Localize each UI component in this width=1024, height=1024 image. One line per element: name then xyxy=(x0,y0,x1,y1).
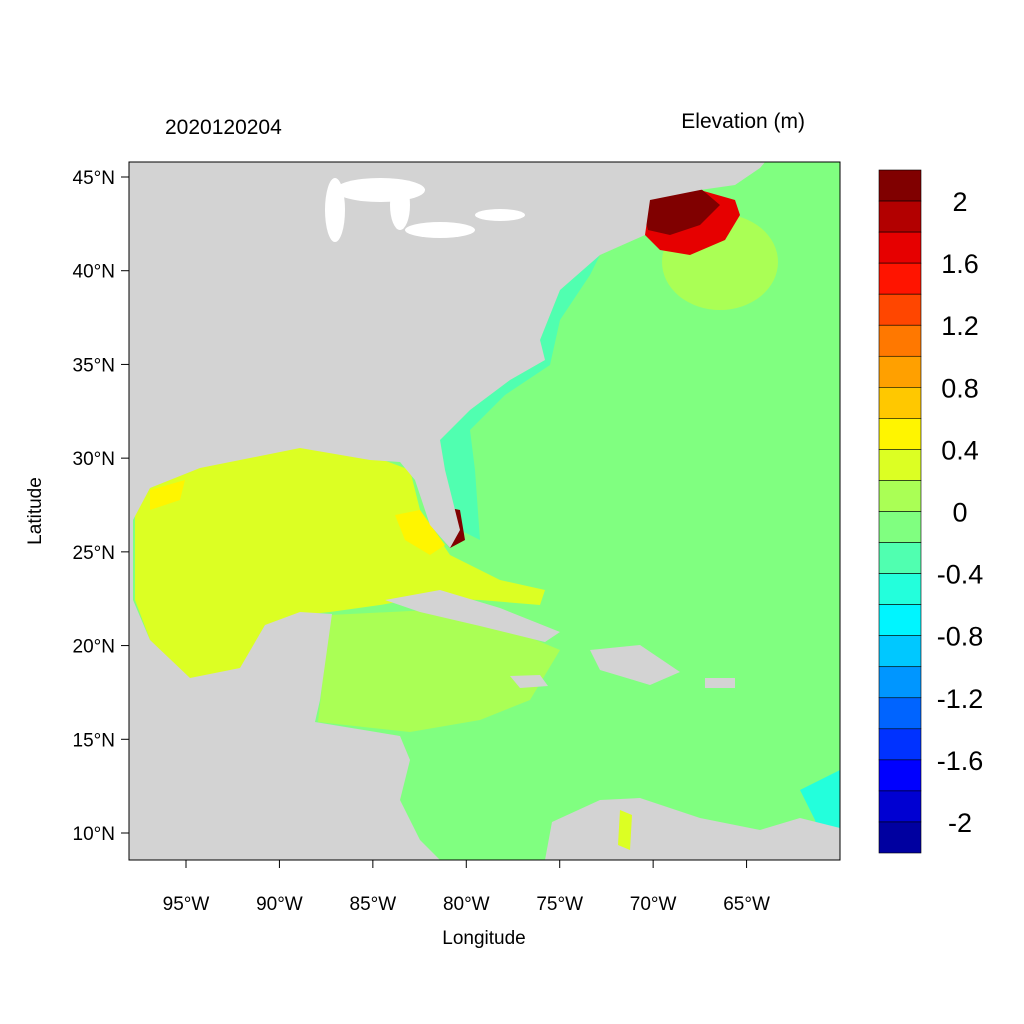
puerto-rico-land xyxy=(705,678,735,688)
colorbar-swatch xyxy=(878,418,922,450)
gulf-of-mexico xyxy=(135,445,545,680)
variable-title: Elevation (m) xyxy=(681,110,805,133)
jamaica-land xyxy=(510,675,548,688)
colorbar-label: 2 xyxy=(952,187,967,217)
cuba-land xyxy=(385,590,560,642)
colorbar-swatch xyxy=(878,262,922,295)
colorbar-label: 1.6 xyxy=(941,249,979,279)
lake-maracaibo xyxy=(618,810,632,850)
x-axis-label: Longitude xyxy=(442,928,525,949)
colorbar-swatch xyxy=(878,169,922,202)
date-title: 2020120204 xyxy=(165,116,282,139)
x-tick-label: 85°W xyxy=(350,894,397,915)
colorbar-swatch xyxy=(878,355,922,388)
colorbar-swatch xyxy=(878,573,922,605)
y-tick-label: 25°N xyxy=(73,543,115,564)
colorbar-swatch xyxy=(878,231,922,264)
hispaniola-land xyxy=(590,645,680,685)
colorbar: 2 1.6 1.2 0.8 0.4 0 -0.4 -0.8 -1.2 -1.6 -2 xyxy=(878,169,984,854)
colorbar-label: -0.4 xyxy=(937,560,984,590)
colorbar-swatch xyxy=(878,697,922,730)
colorbar-swatch xyxy=(878,821,922,854)
plot-frame xyxy=(128,161,841,861)
colorbar-label: 0 xyxy=(952,498,967,528)
colorbar-swatch xyxy=(878,542,922,574)
colorbar-swatch xyxy=(878,480,922,512)
x-tick-label: 80°W xyxy=(443,894,490,915)
y-tick-label: 30°N xyxy=(73,449,115,470)
colorbar-label: 1.2 xyxy=(941,311,979,341)
colorbar-swatch xyxy=(878,790,922,823)
y-tick-label: 20°N xyxy=(73,637,115,658)
y-axis-label: Latitude xyxy=(25,477,46,545)
x-tick-label: 90°W xyxy=(256,894,303,915)
x-axis: 95°W 90°W 85°W 80°W 75°W 70°W 65°W xyxy=(163,860,770,915)
colorbar-label: -2 xyxy=(948,808,972,838)
great-lakes xyxy=(325,178,525,242)
x-tick-label: 75°W xyxy=(536,894,583,915)
colorbar-swatch xyxy=(878,728,922,761)
colorbar-swatch xyxy=(878,449,922,481)
colorbar-label: -1.2 xyxy=(937,684,984,714)
y-tick-label: 10°N xyxy=(73,824,115,845)
y-tick-label: 15°N xyxy=(73,730,115,751)
texas-shelf xyxy=(150,480,185,510)
colorbar-label: -0.8 xyxy=(937,622,984,652)
colorbar-swatch xyxy=(878,759,922,792)
colorbar-label: -1.6 xyxy=(937,746,984,776)
y-tick-label: 40°N xyxy=(73,262,115,283)
colorbar-swatch xyxy=(878,293,922,326)
north-central-america-land xyxy=(129,162,765,860)
y-tick-label: 35°N xyxy=(73,355,115,376)
western-caribbean xyxy=(318,610,560,732)
colorbar-swatch xyxy=(878,635,922,668)
y-axis: 10°N 15°N 20°N 25°N 30°N 35°N 40°N 45°N xyxy=(73,168,129,845)
colorbar-swatch xyxy=(878,666,922,699)
colorbar-swatch xyxy=(878,387,922,419)
colorbar-swatch xyxy=(878,324,922,357)
colorbar-swatch xyxy=(878,604,922,636)
y-tick-label: 45°N xyxy=(73,168,115,189)
map-field xyxy=(129,162,840,860)
colorbar-label: 0.8 xyxy=(941,373,979,403)
x-tick-label: 95°W xyxy=(163,894,210,915)
colorbar-label: 0.4 xyxy=(941,435,979,465)
florida-west-shelf xyxy=(395,510,445,555)
x-tick-label: 65°W xyxy=(723,894,770,915)
gulf-of-maine-peak xyxy=(640,188,720,235)
x-tick-label: 70°W xyxy=(630,894,677,915)
colorbar-swatch xyxy=(878,511,922,543)
colorbar-swatch xyxy=(878,200,922,233)
